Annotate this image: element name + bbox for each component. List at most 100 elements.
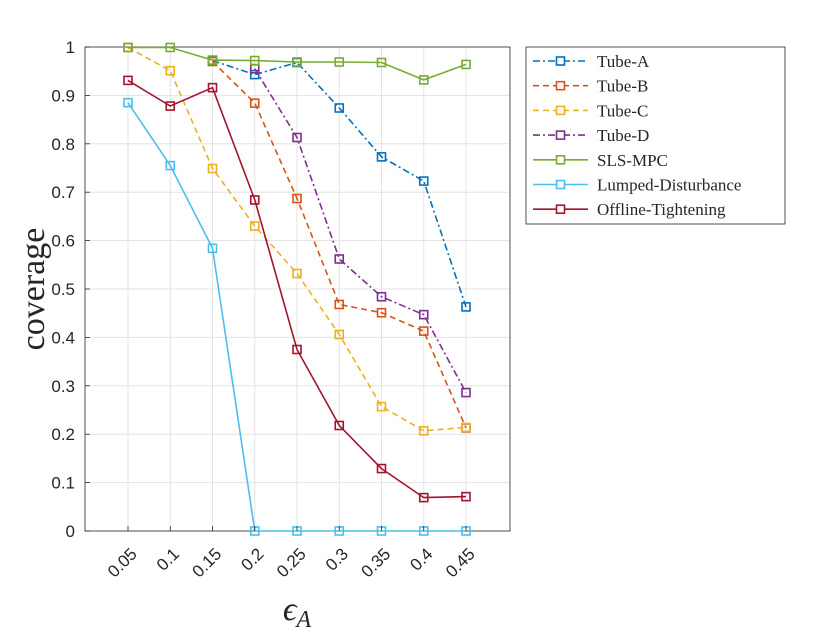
y-tick-label: 0 bbox=[66, 522, 75, 541]
legend-label: Tube-D bbox=[597, 126, 649, 145]
data-point-marker bbox=[249, 55, 260, 66]
y-tick-label: 0.6 bbox=[51, 232, 75, 251]
x-tick-label: 0.2 bbox=[237, 544, 267, 574]
data-point-marker bbox=[123, 75, 133, 86]
data-point-marker bbox=[418, 492, 429, 503]
series-line bbox=[254, 68, 467, 393]
data-point-marker bbox=[165, 101, 176, 111]
x-tick-label: 0.1 bbox=[153, 544, 183, 574]
data-point-marker bbox=[292, 57, 302, 67]
data-point-marker bbox=[249, 98, 260, 108]
legend: Tube-A Tube-B Tube-C Tube-D SLS-MPC Lumped-Di… bbox=[525, 46, 786, 225]
x-tick-label: 0.35 bbox=[357, 544, 394, 581]
x-axis-label-main: ϵ bbox=[283, 591, 298, 628]
data-point-marker bbox=[461, 422, 471, 433]
legend-label: Tube-C bbox=[597, 101, 648, 120]
series-line bbox=[128, 46, 467, 81]
x-axis-label-subscript: A bbox=[295, 607, 312, 630]
data-point-marker bbox=[334, 299, 345, 310]
legend-item: Tube-B bbox=[533, 77, 648, 96]
data-point-marker bbox=[249, 221, 260, 231]
series-line bbox=[212, 59, 467, 308]
y-tick-label: 0.2 bbox=[51, 425, 75, 444]
y-tick-label: 0.8 bbox=[51, 135, 75, 154]
legend-label: Lumped-Disturbance bbox=[597, 176, 741, 195]
x-tick-label: 0.15 bbox=[188, 544, 225, 581]
data-point-marker bbox=[292, 132, 302, 143]
x-tick-label: 0.05 bbox=[104, 544, 141, 581]
data-point-marker bbox=[376, 152, 387, 162]
data-point-marker bbox=[292, 268, 302, 279]
legend-item: Tube-C bbox=[533, 101, 648, 120]
data-point-marker bbox=[123, 42, 133, 53]
legend-label: Offline-Tightening bbox=[597, 200, 726, 219]
data-point-marker bbox=[207, 55, 218, 65]
y-tick-label: 0.1 bbox=[51, 474, 75, 493]
x-axis-label: ϵA bbox=[283, 591, 312, 630]
series-line bbox=[127, 79, 467, 499]
data-point-marker bbox=[334, 329, 345, 340]
data-point-marker bbox=[207, 243, 218, 254]
legend-item: Tube-D bbox=[533, 126, 649, 145]
x-tick-label: 0.45 bbox=[442, 544, 479, 581]
data-point-marker bbox=[418, 326, 429, 336]
y-tick-label: 0.4 bbox=[51, 328, 75, 347]
y-tick-label: 1 bbox=[66, 38, 75, 57]
legend-item: Tube-A bbox=[533, 52, 650, 71]
legend-marker-swatch bbox=[555, 80, 566, 91]
legend-marker-swatch bbox=[555, 56, 566, 66]
data-point-marker bbox=[461, 491, 471, 502]
data-point-marker bbox=[334, 420, 345, 431]
series-sls-mpc bbox=[123, 42, 471, 85]
data-point-marker bbox=[165, 65, 176, 76]
data-point-marker bbox=[418, 75, 429, 85]
data-point-marker bbox=[292, 344, 302, 355]
legend-label: SLS-MPC bbox=[597, 151, 668, 170]
legend-label: Tube-A bbox=[597, 52, 650, 71]
legend-marker-swatch bbox=[555, 179, 566, 190]
data-point-marker bbox=[461, 59, 471, 70]
data-point-marker bbox=[376, 307, 387, 318]
data-point-marker bbox=[334, 57, 345, 67]
data-point-marker bbox=[461, 387, 471, 398]
data-point-marker bbox=[292, 193, 302, 204]
x-tick-label: 0.4 bbox=[406, 544, 436, 574]
y-tick-label: 0.7 bbox=[51, 183, 75, 202]
legend-item: SLS-MPC bbox=[533, 151, 668, 170]
grid bbox=[85, 46, 510, 532]
data-point-marker bbox=[249, 195, 260, 205]
legend-marker-swatch bbox=[555, 105, 566, 116]
x-tick-label: 0.25 bbox=[273, 544, 310, 581]
x-tick-label: 0.3 bbox=[322, 544, 352, 574]
series-offline-tightening bbox=[123, 75, 471, 503]
data-point-marker bbox=[376, 401, 387, 412]
series-line bbox=[127, 46, 467, 432]
legend-label: Tube-B bbox=[597, 77, 648, 96]
data-point-marker bbox=[418, 309, 429, 320]
data-point-marker bbox=[207, 163, 218, 174]
data-point-marker bbox=[376, 57, 387, 68]
data-point-marker bbox=[334, 254, 345, 264]
y-axis-ticks: 0 0.1 0.2 0.3 0.4 0.5 0.6 0.7 0.8 0.9 1 bbox=[51, 38, 90, 541]
y-axis-label: coverage bbox=[15, 228, 52, 351]
legend-item: Lumped-Disturbance bbox=[533, 176, 741, 195]
y-tick-label: 0.5 bbox=[51, 280, 75, 299]
series-tube-d bbox=[249, 63, 471, 398]
data-point-marker bbox=[376, 291, 387, 302]
data-point-marker bbox=[461, 302, 471, 312]
data-point-marker bbox=[165, 42, 176, 53]
legend-items: Tube-A Tube-B Tube-C Tube-D SLS-MPC Lumped-Di… bbox=[533, 52, 741, 219]
legend-marker-swatch bbox=[555, 130, 566, 140]
y-tick-label: 0.3 bbox=[51, 377, 75, 396]
y-tick-label: 0.9 bbox=[51, 86, 75, 105]
data-point-marker bbox=[418, 176, 429, 186]
legend-marker-swatch bbox=[555, 204, 566, 214]
data-point-marker bbox=[334, 103, 345, 113]
data-point-marker bbox=[376, 463, 387, 474]
data-point-marker bbox=[165, 160, 176, 171]
legend-marker-swatch bbox=[555, 155, 566, 165]
data-point-marker bbox=[418, 426, 429, 436]
data-point-marker bbox=[207, 82, 218, 93]
